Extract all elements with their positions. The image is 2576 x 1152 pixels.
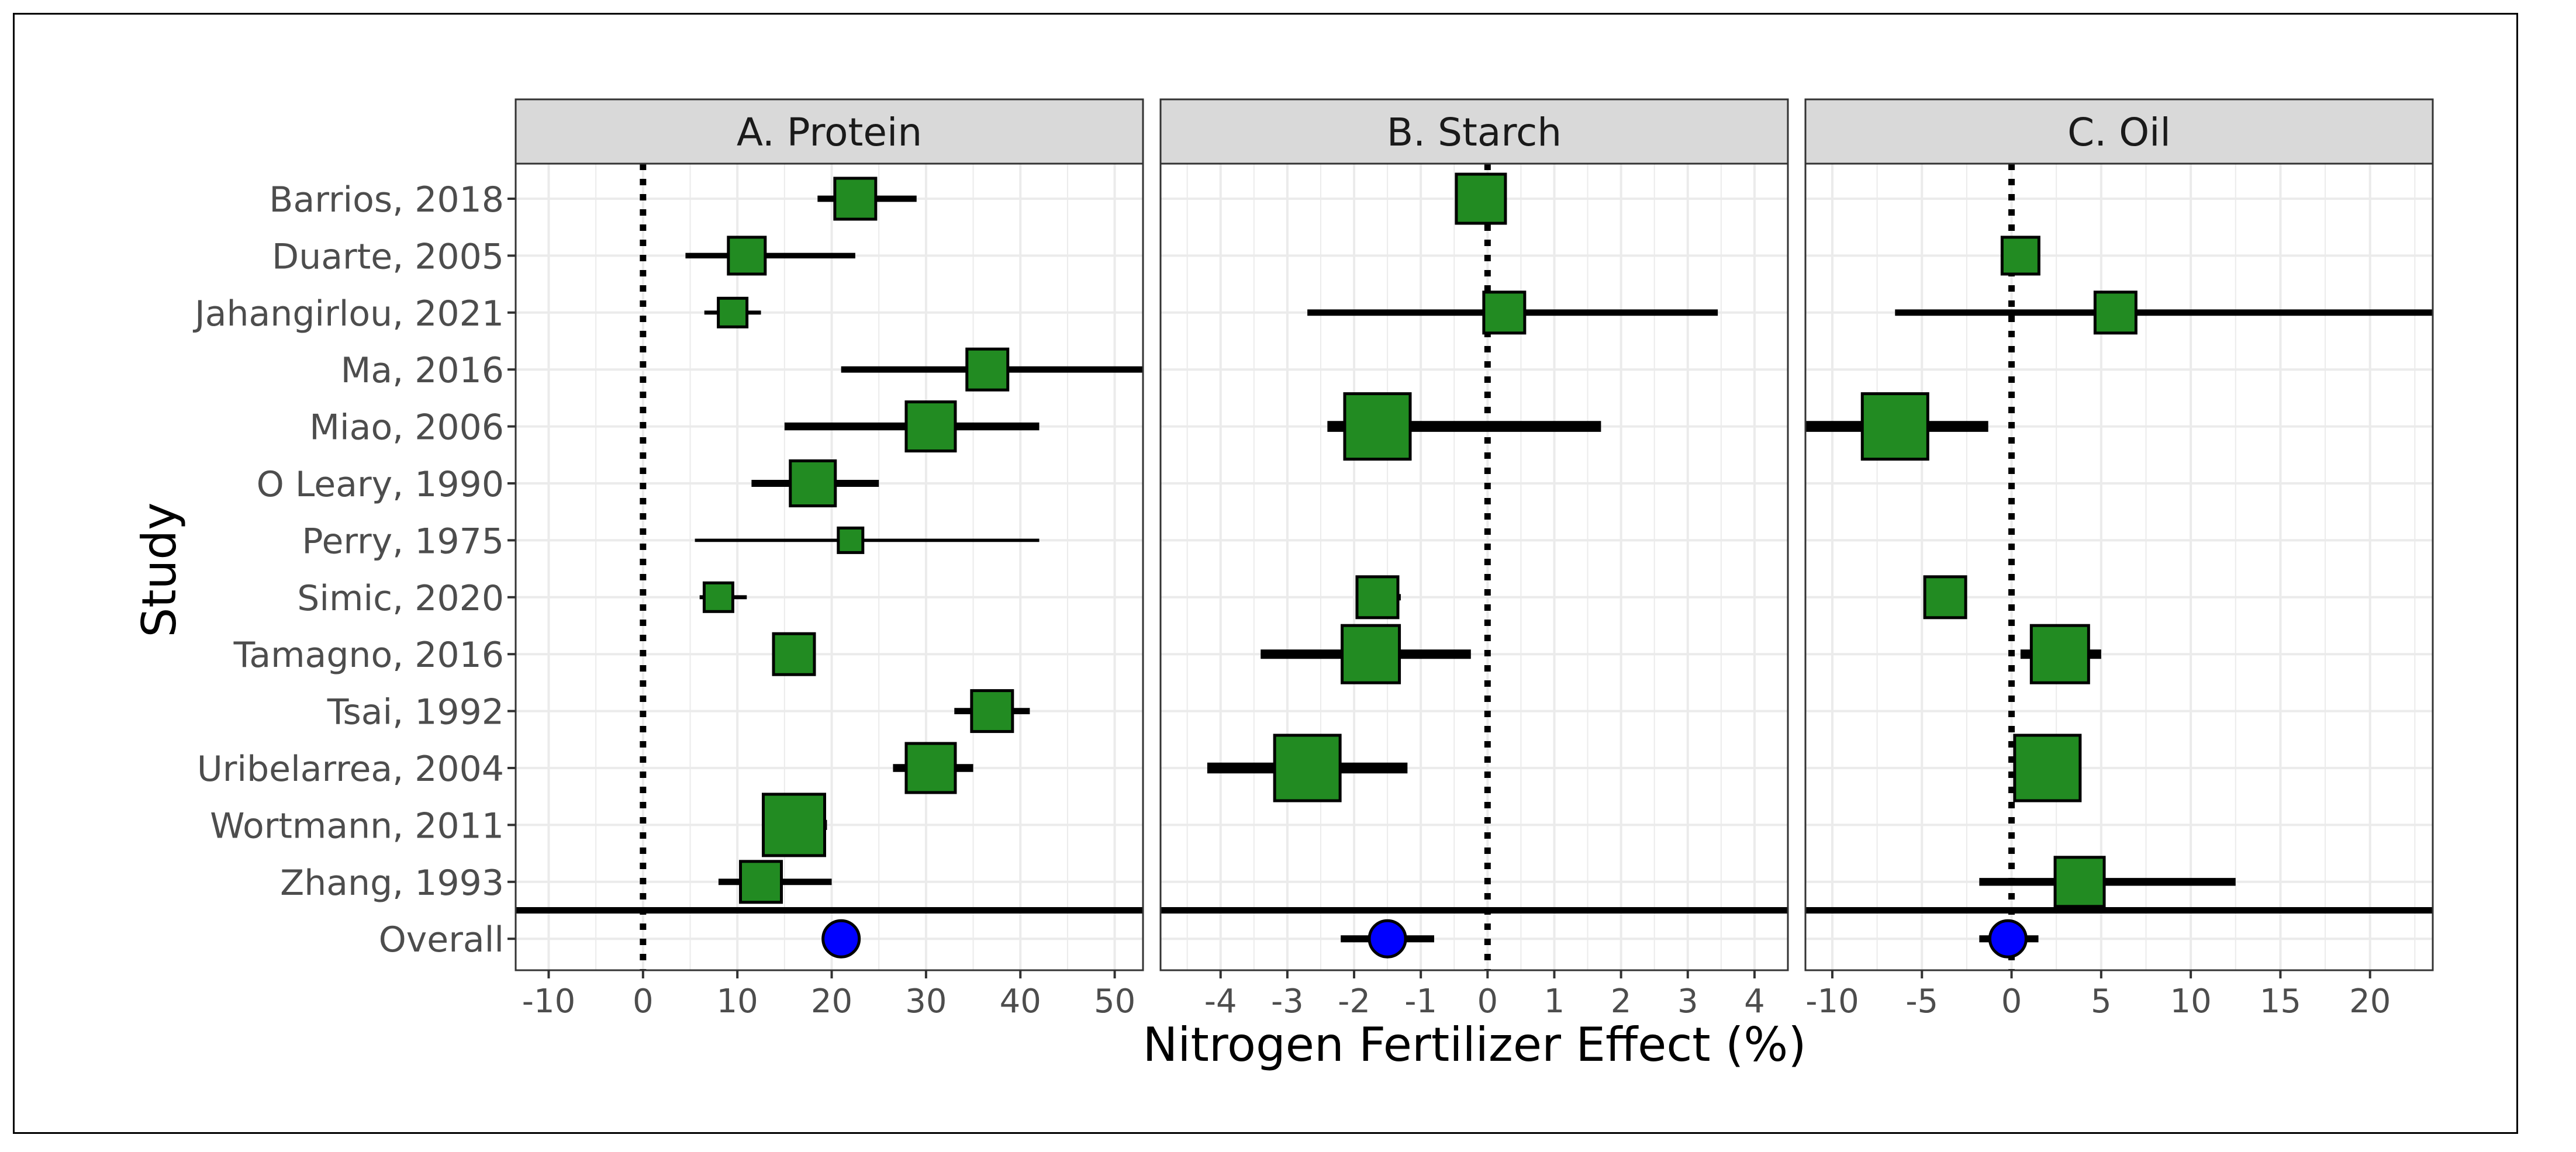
estimate-square-simic-2020 bbox=[702, 581, 734, 613]
panel-border bbox=[1804, 162, 2434, 971]
panel-background bbox=[1161, 164, 1788, 970]
estimate-square-ma-2016 bbox=[965, 347, 1010, 392]
overall-estimate-circle bbox=[1368, 919, 1407, 959]
panel-title: B. Starch bbox=[1387, 110, 1562, 155]
x-tick-label: -2 bbox=[1338, 983, 1370, 1020]
estimate-square-zhang-1993 bbox=[739, 860, 783, 904]
panel-b-starch: B. Starch -4 -3 -2 -1 0 1 2 3 4 bbox=[1159, 98, 1789, 1020]
y-tick-label-simic-2020: Simic, 2020 bbox=[297, 578, 504, 619]
x-axis-label: Nitrogen Fertilizer Effect (%) bbox=[1142, 1018, 1806, 1072]
panels: A. Protein-10 0 10 20 30 40 50B. Starch-4 -3 -2-… bbox=[514, 98, 2434, 1020]
x-tick-label: 10 bbox=[2170, 983, 2211, 1020]
y-tick-label-zhang-1993: Zhang, 1993 bbox=[280, 863, 504, 904]
y-tick-label-o-leary-1990: O Leary, 1990 bbox=[257, 464, 504, 505]
y-tick-label-overall: Overall bbox=[379, 919, 504, 960]
panel-strip bbox=[514, 98, 1144, 165]
estimate-square-simic-2020 bbox=[1355, 575, 1400, 620]
overall-estimate-circle bbox=[1988, 919, 2028, 959]
x-tick-label: 20 bbox=[2349, 983, 2391, 1020]
estimate-square-miao-2006 bbox=[1343, 392, 1412, 461]
estimate-square-tamagno-2016 bbox=[772, 632, 816, 676]
y-tick-label-miao-2006: Miao, 2006 bbox=[309, 407, 504, 448]
figure-frame bbox=[13, 13, 2518, 1134]
x-tick-label: -5 bbox=[1905, 983, 1938, 1020]
panel-border bbox=[1159, 162, 1789, 971]
panel-strip bbox=[1159, 98, 1789, 165]
y-tick-label-perry-1975: Perry, 1975 bbox=[302, 521, 504, 562]
estimate-square-jahangirlou-2021 bbox=[1482, 290, 1527, 335]
panel-background bbox=[516, 164, 1143, 970]
x-tick-label: -3 bbox=[1271, 983, 1304, 1020]
estimate-square-barrios-2018 bbox=[833, 177, 878, 221]
x-tick-label: 20 bbox=[811, 983, 852, 1020]
panel-strip bbox=[1804, 98, 2434, 165]
y-axis-tick-labels: Barrios, 2018 Duarte, 2005 Jahangirlou, 20… bbox=[192, 179, 516, 960]
estimate-square-perry-1975 bbox=[837, 526, 865, 554]
y-tick-label-ma-2016: Ma, 2016 bbox=[341, 350, 504, 391]
x-tick-label: -10 bbox=[1805, 983, 1859, 1020]
estimate-square-zhang-1993 bbox=[2053, 856, 2106, 908]
estimate-square-uribelarrea-2004 bbox=[2013, 734, 2082, 802]
x-tick-label: 2 bbox=[1611, 983, 1632, 1020]
estimate-square-uribelarrea-2004 bbox=[1273, 734, 1342, 802]
estimate-square-uribelarrea-2004 bbox=[904, 742, 957, 794]
y-axis-label: Study bbox=[132, 503, 187, 638]
estimate-square-wortmann-2011 bbox=[761, 793, 826, 857]
x-tick-label: 0 bbox=[2001, 983, 2022, 1020]
x-tick-label: 10 bbox=[717, 983, 758, 1020]
panel-c-oil: C. Oil -10 -5 0 5 10 15 20 bbox=[1804, 98, 2434, 1020]
y-tick-label-tsai-1992: Tsai, 1992 bbox=[327, 692, 504, 733]
x-tick-label: 30 bbox=[905, 983, 947, 1020]
x-tick-label: 40 bbox=[1000, 983, 1041, 1020]
estimate-square-barrios-2018 bbox=[1455, 172, 1507, 225]
x-tick-label: -4 bbox=[1204, 983, 1237, 1020]
x-tick-label: 3 bbox=[1677, 983, 1698, 1020]
estimate-square-tamagno-2016 bbox=[1341, 624, 1401, 684]
estimate-square-duarte-2005 bbox=[2000, 236, 2040, 276]
y-tick-label-duarte-2005: Duarte, 2005 bbox=[272, 236, 504, 277]
panel-background bbox=[1805, 164, 2433, 970]
estimate-square-duarte-2005 bbox=[727, 236, 767, 276]
x-tick-label: -10 bbox=[522, 983, 575, 1020]
x-tick-label: 15 bbox=[2260, 983, 2301, 1020]
x-tick-label: 5 bbox=[2091, 983, 2112, 1020]
panel-border bbox=[514, 162, 1144, 971]
panel-marks bbox=[516, 164, 1143, 970]
y-tick-label-tamagno-2016: Tamagno, 2016 bbox=[233, 635, 504, 676]
estimate-square-tamagno-2016 bbox=[2029, 624, 2090, 684]
panel-marks bbox=[1161, 164, 1788, 970]
grid bbox=[516, 164, 1143, 970]
x-tick-label: -1 bbox=[1404, 983, 1437, 1020]
x-tick-label: 4 bbox=[1744, 983, 1765, 1020]
panel-marks bbox=[1805, 164, 2433, 970]
estimate-square-miao-2006 bbox=[1860, 392, 1929, 461]
estimate-square-jahangirlou-2021 bbox=[2093, 290, 2138, 335]
x-tick-label: 0 bbox=[1477, 983, 1498, 1020]
estimate-square-simic-2020 bbox=[1923, 575, 1967, 620]
estimate-square-tsai-1992 bbox=[970, 689, 1014, 734]
panel-title: A. Protein bbox=[737, 110, 922, 155]
y-tick-label-wortmann-2011: Wortmann, 2011 bbox=[210, 805, 504, 846]
panel-a-protein: A. Protein -10 0 10 20 30 40 50 bbox=[514, 98, 1144, 1020]
y-tick-label-uribelarrea-2004: Uribelarrea, 2004 bbox=[197, 749, 504, 790]
y-tick-label-jahangirlou-2021: Jahangirlou, 2021 bbox=[192, 293, 504, 334]
panel-title: C. Oil bbox=[2067, 110, 2171, 155]
estimate-square-miao-2006 bbox=[904, 400, 957, 453]
y-tick-label-barrios-2018: Barrios, 2018 bbox=[269, 179, 504, 220]
x-tick-label: 1 bbox=[1544, 983, 1565, 1020]
x-tick-label: 50 bbox=[1094, 983, 1135, 1020]
x-tick-label: 0 bbox=[633, 983, 654, 1020]
estimate-square-jahangirlou-2021 bbox=[717, 296, 749, 328]
estimate-square-o-leary-1990 bbox=[789, 459, 837, 507]
overall-estimate-circle bbox=[821, 919, 861, 959]
